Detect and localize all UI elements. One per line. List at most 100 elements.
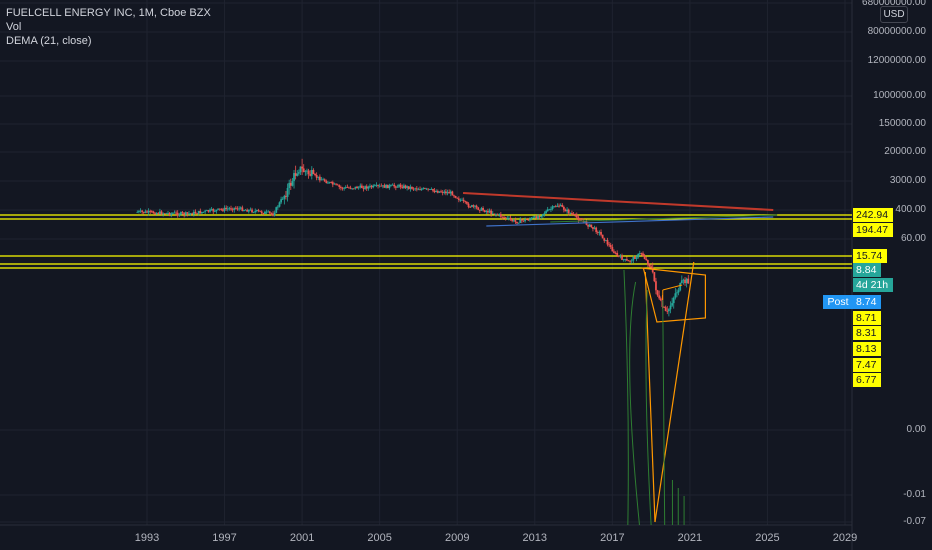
time-axis-label: 1997 [212, 532, 237, 544]
time-axis-label: 2009 [444, 532, 470, 544]
dema-indicator-label[interactable]: DEMA (21, close) [6, 35, 92, 47]
candle [501, 216, 504, 218]
candle [533, 216, 536, 218]
candle [331, 182, 334, 185]
candle [420, 189, 423, 190]
candle [590, 224, 593, 228]
candle [569, 213, 572, 214]
candle [595, 227, 598, 232]
candle [477, 207, 480, 210]
candle [327, 182, 329, 184]
candle [176, 212, 179, 216]
time-axis-label: 2029 [832, 532, 858, 544]
candle [562, 206, 565, 210]
time-axis-label: 2017 [600, 532, 625, 544]
candle [364, 186, 367, 189]
candle [192, 211, 195, 215]
candle [470, 205, 473, 207]
candle [373, 185, 376, 187]
candle [551, 206, 554, 210]
volume-indicator-label[interactable]: Vol [6, 21, 22, 33]
candle [325, 181, 328, 184]
candle [496, 214, 499, 216]
price-tag: 15.74 [853, 249, 888, 263]
candle [511, 219, 514, 222]
candle [554, 206, 557, 208]
candle [304, 171, 307, 173]
candle [446, 192, 449, 194]
candle [147, 210, 150, 213]
candle [215, 209, 218, 212]
candle [601, 234, 604, 239]
candle [233, 207, 236, 210]
candle [638, 253, 641, 255]
candle [273, 212, 276, 216]
candle [338, 185, 341, 187]
candle [485, 211, 488, 212]
candle [249, 209, 252, 211]
candle [191, 213, 194, 215]
candle [593, 227, 596, 229]
candle [385, 184, 388, 188]
candle [280, 199, 283, 203]
candle [658, 295, 661, 299]
time-axis-label: 2005 [367, 532, 392, 544]
candle [427, 188, 430, 190]
candle [667, 309, 670, 312]
candle [310, 170, 313, 176]
candle [404, 185, 407, 188]
candle [320, 179, 323, 181]
candle [251, 209, 253, 213]
candle [682, 279, 685, 281]
symbol-title[interactable]: FUELCELL ENERGY INC, 1M, Cboe BZX [6, 7, 211, 19]
candle [328, 182, 331, 183]
candle [474, 205, 476, 207]
candle [314, 173, 316, 176]
candle [388, 185, 391, 189]
candle [624, 259, 627, 260]
candle [165, 213, 168, 214]
candle [159, 211, 161, 214]
candle [583, 221, 586, 223]
candle [186, 212, 189, 214]
candle [487, 211, 489, 213]
candle [396, 186, 399, 188]
candle [448, 192, 451, 194]
price-tag: 242.94 [853, 208, 894, 222]
candle [430, 188, 433, 190]
candle [238, 208, 240, 210]
candle [643, 256, 646, 259]
candle [608, 244, 611, 246]
candle [635, 257, 638, 259]
candle [525, 219, 528, 221]
candle [276, 206, 279, 208]
candle [466, 202, 468, 204]
candle [461, 199, 463, 201]
candle [322, 179, 325, 181]
dema-line [662, 299, 666, 526]
dema-line [623, 269, 629, 526]
candle [210, 209, 213, 210]
candle [666, 310, 669, 312]
candle [181, 212, 184, 213]
currency-button[interactable]: USD [880, 6, 908, 23]
candle [517, 222, 520, 224]
price-axis-label: 3000.00 [889, 175, 926, 186]
candle [339, 186, 342, 188]
candle [243, 210, 245, 211]
flag-top [662, 284, 683, 291]
candle [687, 278, 690, 284]
candle [415, 188, 418, 190]
candle [435, 191, 438, 193]
dema-line [645, 289, 652, 526]
candle [679, 283, 682, 291]
candle [286, 187, 289, 197]
candle [154, 213, 156, 215]
candle [508, 217, 510, 219]
candle [617, 255, 620, 257]
price-axis-label: 400.00 [895, 204, 926, 215]
candle [512, 220, 515, 222]
candle [475, 205, 478, 208]
candle [412, 188, 415, 190]
